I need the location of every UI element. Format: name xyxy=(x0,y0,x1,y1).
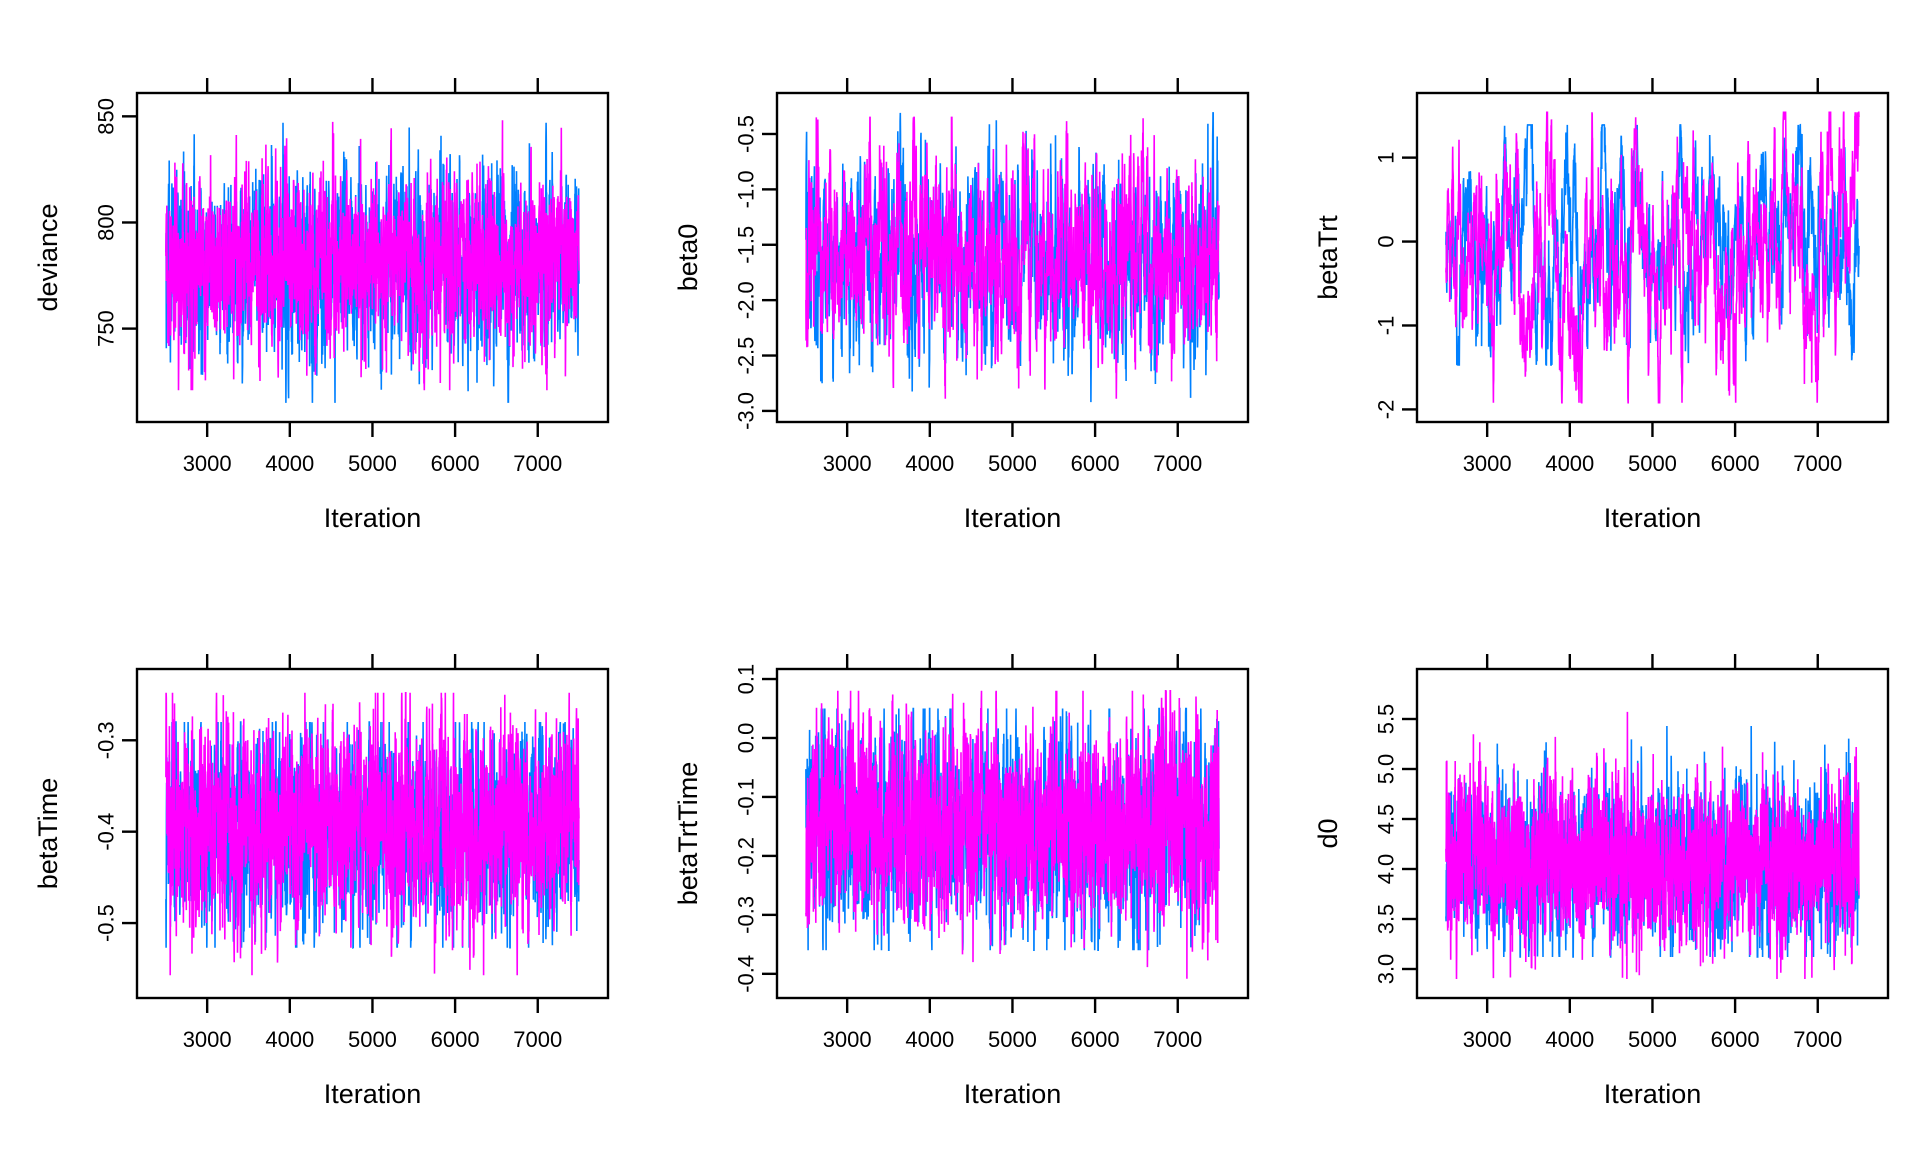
y-axis-title: beta0 xyxy=(673,224,703,292)
panel-betaTrt: 3000 4000 5000 6000 7000 -2 -1 0 1 Iteration betaT… xyxy=(1313,78,1890,533)
x-tick-label: 6000 xyxy=(431,1027,480,1052)
traces-betaTrt xyxy=(1445,111,1860,404)
y-tick-label: 4.0 xyxy=(1374,854,1399,885)
trace-line-beta0-chain-2 xyxy=(805,116,1220,399)
x-axis-title: Iteration xyxy=(964,503,1062,533)
x-tick-label: 4000 xyxy=(265,451,314,476)
panel-beta0: 3000 4000 5000 6000 7000 -3.0 -2.5 -2.0 -1.5 -1.0… xyxy=(673,78,1250,533)
y-axis-title: betaTrt xyxy=(1313,215,1343,300)
x-tick-label: 5000 xyxy=(348,1027,397,1052)
y-tick-label: -1.0 xyxy=(734,170,759,208)
x-axis-title: Iteration xyxy=(1604,1079,1702,1109)
y-tick-label: -0.3 xyxy=(94,721,119,759)
panel-betaTrtTime: 3000 4000 5000 6000 7000 -0.4 -0.3 -0.2 -0.1 0.0 0… xyxy=(673,654,1250,1109)
y-tick-label: -0.4 xyxy=(94,813,119,851)
x-tick-label: 4000 xyxy=(1545,1027,1594,1052)
x-tick-label: 7000 xyxy=(1153,1027,1202,1052)
y-axis-title: betaTrtTime xyxy=(673,762,703,906)
x-tick-label: 4000 xyxy=(905,451,954,476)
x-tick-label: 6000 xyxy=(1071,451,1120,476)
trace-line-deviance-chain-2 xyxy=(165,120,580,391)
y-tick-label: 0.0 xyxy=(734,723,759,754)
x-tick-label: 5000 xyxy=(988,1027,1037,1052)
y-tick-label: 5.5 xyxy=(1374,704,1399,735)
y-tick-label: -2 xyxy=(1374,400,1399,420)
x-tick-label: 6000 xyxy=(1071,1027,1120,1052)
y-tick-label: 750 xyxy=(94,310,119,347)
y-tick-label: 800 xyxy=(94,204,119,241)
y-axis-title: d0 xyxy=(1313,818,1343,848)
y-tick-label: -0.3 xyxy=(734,896,759,934)
y-tick-label: -1.5 xyxy=(734,226,759,264)
x-tick-label: 5000 xyxy=(988,451,1037,476)
x-tick-label: 6000 xyxy=(431,451,480,476)
x-tick-label: 3000 xyxy=(1463,1027,1512,1052)
x-tick-label: 3000 xyxy=(823,1027,872,1052)
panel-deviance: 3000 4000 5000 6000 7000 750 800 850 Iteration de… xyxy=(33,78,610,533)
x-tick-label: 4000 xyxy=(905,1027,954,1052)
x-tick-label: 3000 xyxy=(183,451,232,476)
y-tick-label: 0.1 xyxy=(734,664,759,695)
y-tick-label: -1 xyxy=(1374,316,1399,336)
trace-line-betaTime-chain-2 xyxy=(165,691,580,976)
x-tick-label: 5000 xyxy=(348,451,397,476)
x-tick-label: 5000 xyxy=(1628,1027,1677,1052)
x-tick-label: 7000 xyxy=(1793,451,1842,476)
y-tick-label: 0 xyxy=(1374,235,1399,247)
panel-betaTime: 3000 4000 5000 6000 7000 -0.5 -0.4 -0.3 Iteratio… xyxy=(33,654,610,1109)
traces-d0 xyxy=(1445,711,1860,980)
y-tick-label: -0.4 xyxy=(734,955,759,993)
y-tick-label: 4.5 xyxy=(1374,804,1399,835)
x-tick-label: 5000 xyxy=(1628,451,1677,476)
x-tick-label: 3000 xyxy=(183,1027,232,1052)
trace-line-betaTrtTime-chain-2 xyxy=(805,689,1220,979)
x-axis-title: Iteration xyxy=(324,503,422,533)
y-tick-label: 850 xyxy=(94,98,119,135)
traces-beta0 xyxy=(805,112,1220,403)
y-tick-label: 3.5 xyxy=(1374,904,1399,935)
trace-line-d0-chain-2 xyxy=(1445,711,1860,980)
x-tick-label: 7000 xyxy=(1793,1027,1842,1052)
trace-line-betaTrt-chain-2 xyxy=(1445,111,1860,404)
x-tick-label: 7000 xyxy=(1153,451,1202,476)
x-tick-label: 7000 xyxy=(513,451,562,476)
x-tick-label: 3000 xyxy=(1463,451,1512,476)
y-tick-label: 1 xyxy=(1374,152,1399,164)
x-tick-label: 4000 xyxy=(1545,451,1594,476)
traces-betaTime xyxy=(165,691,580,976)
x-tick-label: 6000 xyxy=(1711,451,1760,476)
x-axis-title: Iteration xyxy=(1604,503,1702,533)
y-tick-label: -2.5 xyxy=(734,337,759,375)
y-axis-title: deviance xyxy=(33,203,63,311)
y-axis-title: betaTime xyxy=(33,778,63,890)
y-tick-label: -0.5 xyxy=(94,904,119,942)
traces-betaTrtTime xyxy=(805,689,1220,979)
y-tick-label: 3.0 xyxy=(1374,954,1399,985)
y-tick-label: -3.0 xyxy=(734,392,759,430)
y-tick-label: -0.5 xyxy=(734,115,759,153)
x-tick-label: 3000 xyxy=(823,451,872,476)
x-axis-title: Iteration xyxy=(964,1079,1062,1109)
y-tick-label: -2.0 xyxy=(734,281,759,319)
y-tick-label: -0.2 xyxy=(734,837,759,875)
y-tick-label: -0.1 xyxy=(734,778,759,816)
x-tick-label: 7000 xyxy=(513,1027,562,1052)
x-axis-title: Iteration xyxy=(324,1079,422,1109)
x-tick-label: 4000 xyxy=(265,1027,314,1052)
panel-d0: 3000 4000 5000 6000 7000 3.0 3.5 4.0 4.5 5.0 5.5 It… xyxy=(1313,654,1890,1109)
y-tick-label: 5.0 xyxy=(1374,754,1399,785)
x-tick-label: 6000 xyxy=(1711,1027,1760,1052)
traces-deviance xyxy=(165,120,580,403)
